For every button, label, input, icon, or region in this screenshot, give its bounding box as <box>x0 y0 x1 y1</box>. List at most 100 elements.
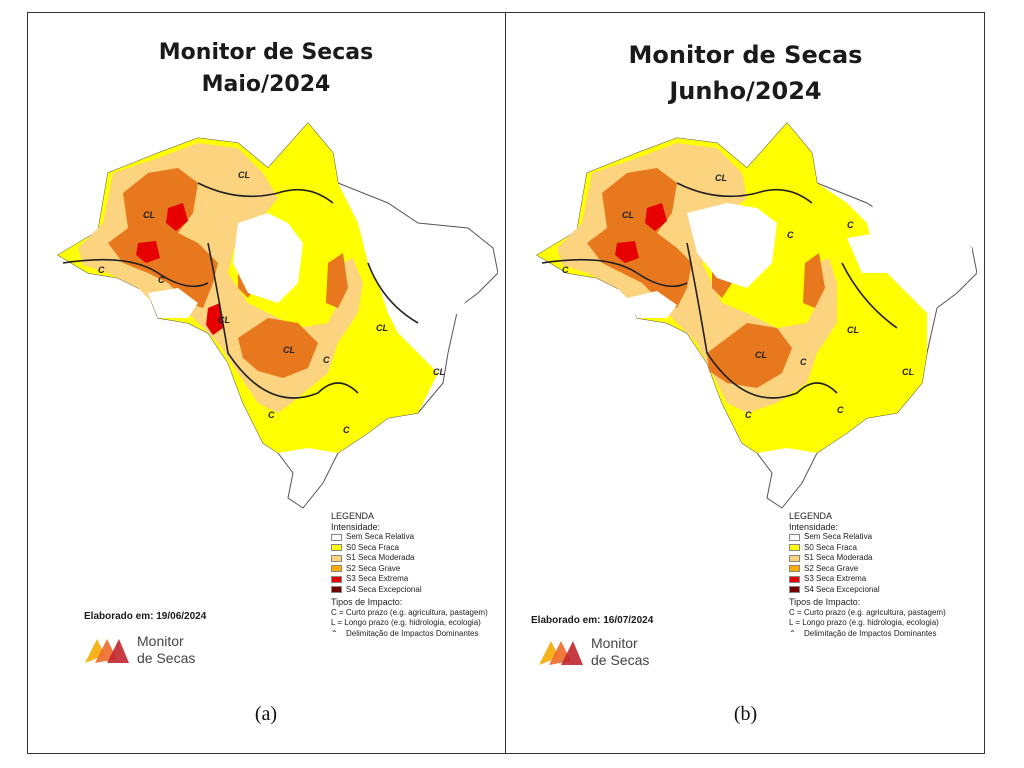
legend-label: Sem Seca Relativa <box>346 532 415 541</box>
legend-item: S3 Seca Extrema <box>789 574 946 585</box>
brand-line2: de Secas <box>591 652 650 668</box>
map-label-c-3: C <box>847 220 854 230</box>
legend-swatch <box>789 575 800 583</box>
legend-label: S0 Seca Fraca <box>346 542 399 552</box>
map-label-c-6: C <box>837 405 844 415</box>
map-label-cl-6: CL <box>433 367 445 377</box>
legend-item: S1 Seca Moderada <box>789 553 946 564</box>
map-label-cl-5: CL <box>376 323 388 333</box>
legend-swatch <box>789 565 800 573</box>
monitor-logo-icon <box>539 641 583 665</box>
legend-label: S2 Seca Grave <box>804 563 859 573</box>
map-label-c-2: C <box>158 275 165 285</box>
legend-item: Sem Seca Relativa <box>331 532 488 543</box>
map-label-c-1: C <box>98 265 105 275</box>
brand-logo: Monitor de Secas <box>537 635 649 669</box>
legend-swatch <box>331 533 342 541</box>
legend-swatch <box>789 554 800 562</box>
title-line2: Maio/2024 <box>201 72 331 97</box>
map-label-c-5: C <box>745 410 752 420</box>
legend-item: S2 Seca Grave <box>789 564 946 575</box>
white-region-3 <box>867 173 972 288</box>
legend-item: S1 Seca Moderada <box>331 553 488 564</box>
brand-text: Monitor de Secas <box>137 633 195 667</box>
legend-label: S4 Seca Excepcional <box>346 584 422 594</box>
legend-item: S0 Seca Fraca <box>789 543 946 554</box>
legend-swatch <box>331 554 342 562</box>
map-label-cl-4: CL <box>847 325 859 335</box>
legend-title: LEGENDA <box>789 511 833 521</box>
s2-region-3 <box>707 323 792 388</box>
legend-swatch <box>789 533 800 541</box>
legend-label: S0 Seca Fraca <box>804 542 857 552</box>
s2-region-4 <box>803 253 825 308</box>
panel-divider <box>505 12 506 754</box>
white-region-4 <box>847 233 897 273</box>
legend-label: S2 Seca Grave <box>346 563 401 573</box>
map-legend: LEGENDA Intensidade: Sem Seca Relativa S… <box>331 511 488 639</box>
legend-label: S1 Seca Moderada <box>804 553 873 562</box>
map-title: Monitor de Secas Junho/2024 <box>507 37 984 109</box>
map-label-c-1: C <box>562 265 569 275</box>
monitor-logo-icon <box>85 639 129 663</box>
elaborated-date: Elaborado em: 19/06/2024 <box>84 611 207 622</box>
s3-region-3 <box>206 303 223 335</box>
legend-label: S4 Seca Excepcional <box>804 584 880 594</box>
map-label-c-5: C <box>343 425 350 435</box>
legend-impact-item: L = Longo prazo (e.g. hidrologia, ecolog… <box>789 618 939 627</box>
legend-label: S1 Seca Moderada <box>346 553 415 562</box>
legend-swatch <box>331 565 342 573</box>
s2-region <box>108 168 218 308</box>
drought-map-june: CL CL CL CL CL C C C C C C <box>536 122 977 509</box>
impact-delimitation-line <box>541 182 898 399</box>
legend-impact-item: C = Curto prazo (e.g. agricultura, pasta… <box>789 607 946 617</box>
white-region-1 <box>233 213 303 303</box>
panel-label: (a) <box>254 703 278 725</box>
s3-region-2 <box>615 241 639 263</box>
panel-a: Monitor de Secas Maio/2024 CL CL CL CL C… <box>28 13 504 753</box>
brand-text: Monitor de Secas <box>591 635 649 669</box>
s2-region-4 <box>326 253 348 308</box>
map-label-cl-3: CL <box>218 315 230 325</box>
s2-region <box>587 168 692 308</box>
map-label-c-4: C <box>268 410 275 420</box>
brand-line1: Monitor <box>591 635 638 651</box>
map-label-cl-2: CL <box>715 173 727 183</box>
delimitation-line-icon: ⌃ <box>331 628 338 638</box>
delimitation-line-icon: ⌃ <box>789 628 796 638</box>
legend-swatch <box>331 575 342 583</box>
panel-label: (b) <box>733 703 758 725</box>
map-label-cl-5: CL <box>902 367 914 377</box>
legend-item: S2 Seca Grave <box>331 564 488 575</box>
impact-delimitation-line <box>62 182 419 399</box>
legend-impact-item: C = Curto prazo (e.g. agricultura, pasta… <box>331 607 488 617</box>
legend-delimitation: ⌃ Delimitação de Impactos Dominantes <box>789 629 946 640</box>
elaborated-date: Elaborado em: 16/07/2024 <box>531 615 654 626</box>
legend-swatch <box>331 586 342 594</box>
white-region-2 <box>148 288 198 318</box>
legend-item: S3 Seca Extrema <box>331 574 488 585</box>
legend-title: LEGENDA <box>331 511 375 521</box>
white-region-1 <box>687 203 777 288</box>
figure-frame <box>27 12 985 754</box>
map-label-cl-3: CL <box>755 350 767 360</box>
legend-label: S3 Seca Extrema <box>804 574 867 583</box>
title-line2: Junho/2024 <box>669 77 822 105</box>
map-label-cl-1: CL <box>622 210 634 220</box>
map-title: Monitor de Secas Maio/2024 <box>28 37 504 101</box>
legend-intensity-heading: Intensidade: <box>331 521 381 532</box>
legend-impact-item: L = Longo prazo (e.g. hidrologia, ecolog… <box>331 618 481 627</box>
legend-label: S3 Seca Extrema <box>346 574 409 583</box>
map-label-cl-4: CL <box>283 345 295 355</box>
legend-impact-heading: Tipos de Impacto: <box>789 597 861 607</box>
legend-item: Sem Seca Relativa <box>789 532 946 543</box>
brand-line2: de Secas <box>137 650 196 666</box>
map-label-c-4: C <box>800 357 807 367</box>
title-line1: Monitor de Secas <box>158 40 374 65</box>
legend-label: Delimitação de Impactos Dominantes <box>346 628 479 638</box>
title-line1: Monitor de Secas <box>628 41 863 69</box>
map-label-c-2: C <box>787 230 794 240</box>
map-legend: LEGENDA Intensidade: Sem Seca Relativa S… <box>789 511 946 639</box>
s3-region-1 <box>645 203 667 231</box>
map-label-cl-1: CL <box>143 210 155 220</box>
